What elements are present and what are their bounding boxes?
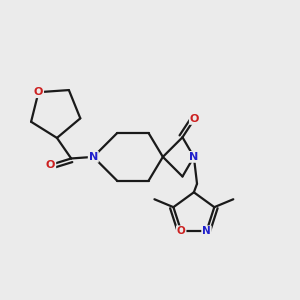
Text: O: O bbox=[34, 87, 43, 97]
Text: N: N bbox=[202, 226, 211, 236]
Text: O: O bbox=[46, 160, 55, 170]
Text: N: N bbox=[189, 152, 199, 162]
Text: O: O bbox=[190, 114, 199, 124]
Text: O: O bbox=[177, 226, 186, 236]
Text: N: N bbox=[89, 152, 98, 162]
